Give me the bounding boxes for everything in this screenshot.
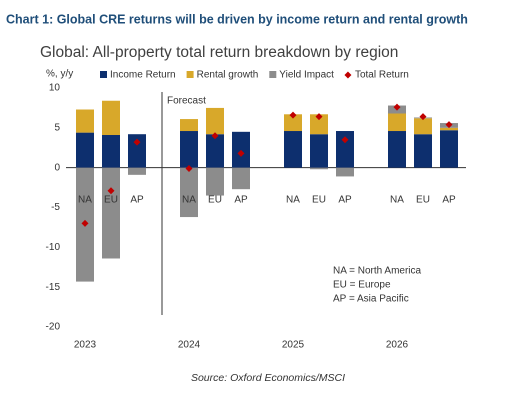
bar-segment — [180, 167, 198, 218]
category-label: EU — [104, 195, 118, 206]
total-marker — [133, 138, 141, 146]
bar-segment — [102, 135, 120, 168]
legend-label: Yield Impact — [279, 70, 334, 81]
y-tick-label: -15 — [46, 282, 61, 293]
total-marker — [419, 113, 427, 121]
legend-swatch — [269, 71, 277, 78]
y-tick-label: -20 — [46, 322, 61, 333]
category-label: EU — [208, 195, 222, 206]
bar-segment — [414, 118, 432, 135]
y-tick-label: -10 — [46, 242, 61, 253]
y-axis-label: %, y/y — [46, 69, 73, 80]
annotation: Forecast — [167, 96, 206, 107]
bar-segment — [284, 131, 302, 168]
category-label: NA — [286, 195, 300, 206]
legend-label: Total Return — [355, 70, 409, 81]
bar-segment — [336, 131, 354, 168]
bar-segment — [102, 100, 120, 136]
category-label: EU — [416, 195, 430, 206]
group-label: 2026 — [386, 340, 409, 351]
bar-segment — [76, 132, 94, 168]
category-label: AP — [130, 195, 144, 206]
legend-label: Rental growth — [197, 70, 259, 81]
y-tick-label: -5 — [51, 202, 60, 213]
legend-swatch — [100, 71, 107, 78]
bar-segment — [388, 131, 406, 168]
group-label: 2025 — [282, 340, 305, 351]
bar-segment — [232, 167, 250, 190]
bar-segment — [388, 113, 406, 132]
category-label: NA — [182, 195, 196, 206]
bar-segment — [76, 109, 94, 133]
total-marker — [185, 164, 193, 172]
category-label: AP — [442, 195, 456, 206]
bar-segment — [128, 134, 146, 168]
bar-segment — [180, 119, 198, 132]
total-marker — [81, 219, 89, 227]
category-label: EU — [312, 195, 326, 206]
bar-segment — [310, 114, 328, 135]
category-label: NA — [78, 195, 92, 206]
category-label: NA — [390, 195, 404, 206]
bar-segment — [440, 130, 458, 168]
bar-segment — [310, 134, 328, 168]
bar-segment — [206, 107, 224, 135]
bar-segment — [128, 167, 146, 175]
note: EU = Europe — [333, 280, 391, 291]
y-tick-label: 5 — [54, 122, 60, 133]
category-label: AP — [338, 195, 352, 206]
total-marker — [315, 113, 323, 121]
total-marker — [237, 149, 245, 157]
legend-marker — [344, 71, 352, 79]
total-marker — [211, 132, 219, 140]
chart-title: Global: All-property total return breakd… — [40, 44, 398, 61]
bar-segment — [414, 134, 432, 168]
header-title: Chart 1: Global CRE returns will be driv… — [6, 12, 468, 26]
bar-segment — [102, 167, 120, 259]
total-marker — [107, 187, 115, 195]
total-marker — [289, 111, 297, 119]
total-marker — [393, 103, 401, 111]
y-tick-label: 0 — [54, 162, 60, 173]
bar-segment — [440, 127, 458, 131]
bar-segment — [206, 167, 224, 196]
total-marker — [341, 136, 349, 144]
bar-segment — [232, 131, 250, 168]
bar-segment — [180, 131, 198, 168]
bar-segment — [206, 134, 224, 168]
legend-label: Income Return — [110, 70, 176, 81]
bar-segment — [284, 114, 302, 132]
bar-segment — [336, 167, 354, 177]
source: Source: Oxford Economics/MSCI — [191, 372, 345, 384]
group-label: 2023 — [74, 340, 97, 351]
total-marker — [445, 121, 453, 129]
group-label: 2024 — [178, 340, 201, 351]
bar-segment — [310, 167, 328, 170]
note: AP = Asia Pacific — [333, 294, 409, 305]
note: NA = North America — [333, 266, 422, 277]
legend-swatch — [186, 71, 194, 78]
y-tick-label: 10 — [49, 83, 61, 94]
category-label: AP — [234, 195, 248, 206]
